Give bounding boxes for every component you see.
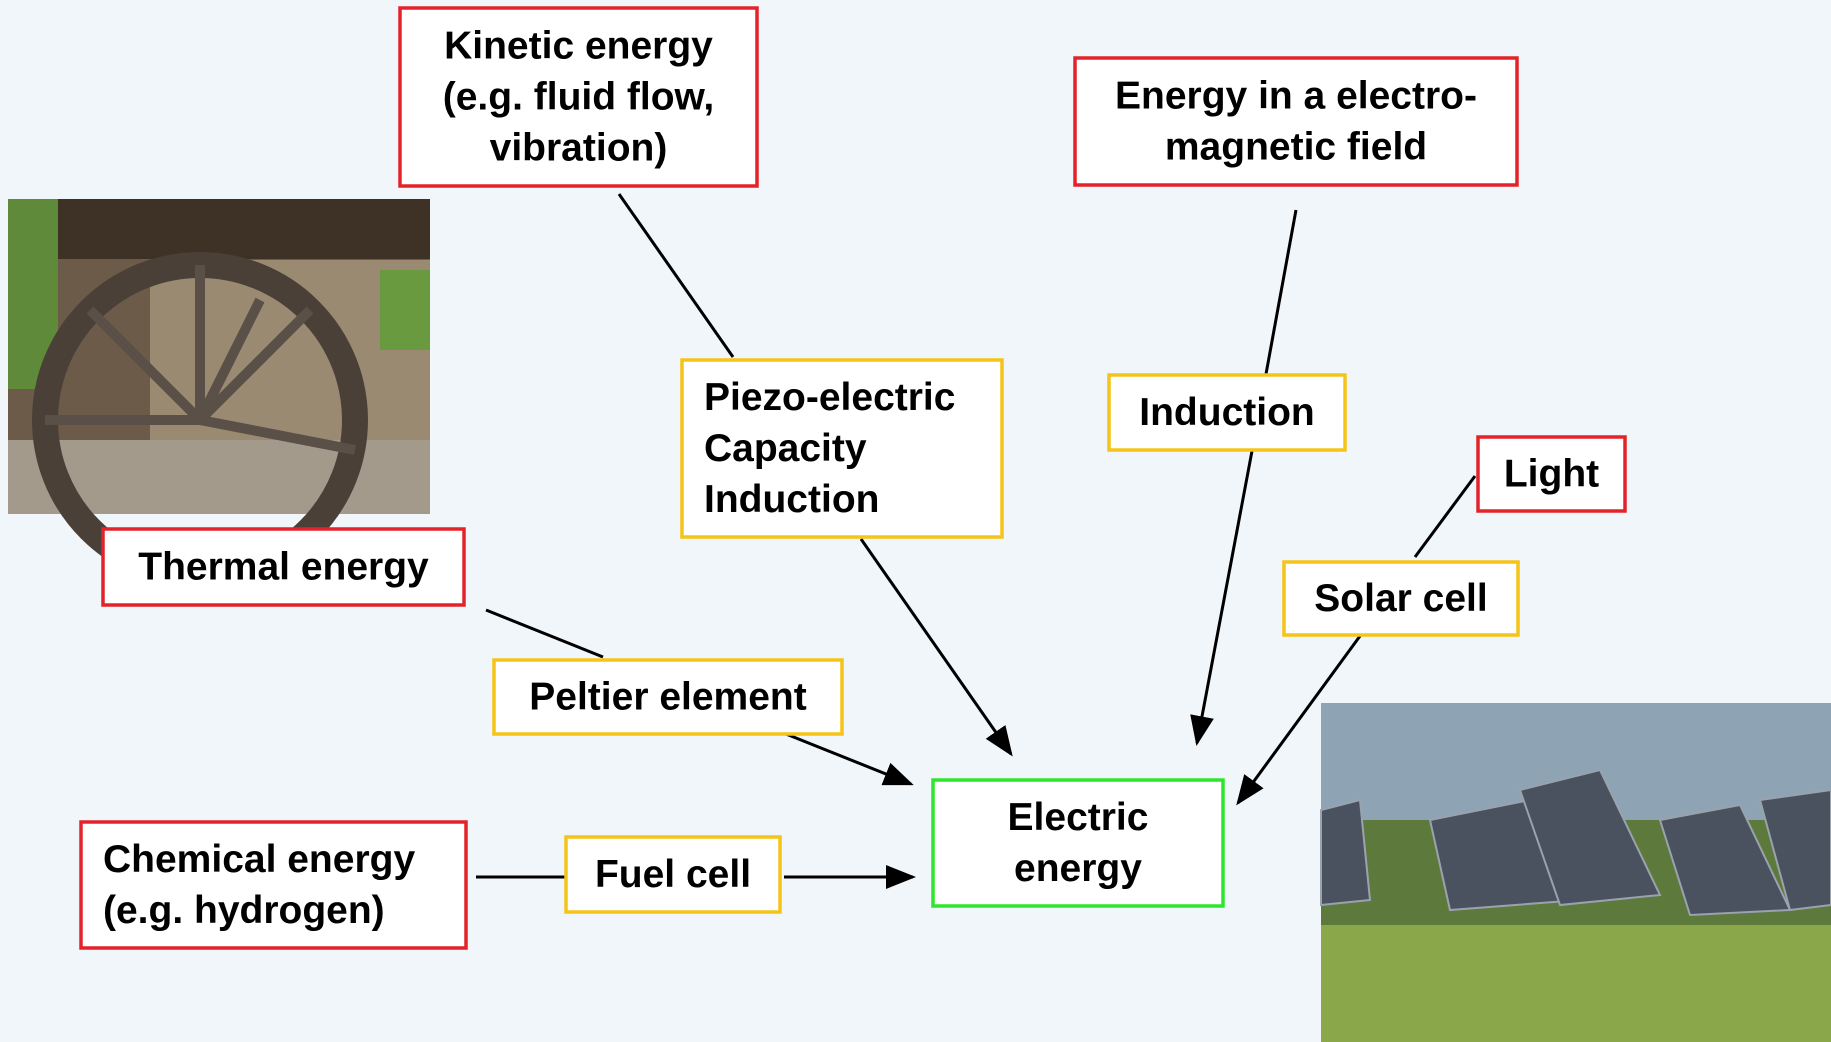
node-label: Induction (1139, 391, 1314, 434)
node-box (492, 658, 844, 736)
node-box (931, 778, 1225, 908)
node-label: Peltier element (529, 675, 806, 718)
water-wheel-photo (8, 199, 430, 588)
node-label: Induction (704, 478, 879, 521)
node-label: Kinetic energy (444, 24, 713, 67)
node-box (79, 820, 468, 950)
node-box (564, 835, 782, 914)
solar-field-photo (1320, 703, 1831, 1042)
node-box (101, 527, 466, 607)
node-label: Chemical energy (103, 838, 415, 881)
node-label: Piezo-electric (704, 376, 955, 419)
node-label: Light (1504, 452, 1599, 495)
node-label: Fuel cell (595, 853, 751, 896)
node-label: Electric (1008, 796, 1149, 839)
node-label: Thermal energy (138, 545, 429, 588)
node-box (398, 6, 759, 188)
node-label: (e.g. hydrogen) (103, 889, 385, 932)
node-box (1282, 560, 1520, 637)
node-label: magnetic field (1165, 125, 1427, 168)
node-label: vibration) (490, 126, 668, 169)
connectors (476, 193, 1477, 889)
node-box (1476, 435, 1627, 513)
node-label: energy (1014, 847, 1142, 890)
node-box (1073, 56, 1519, 187)
node-box (1107, 373, 1347, 452)
node-label: Energy in a electro- (1115, 74, 1477, 117)
node-label: (e.g. fluid flow, (443, 75, 715, 118)
node-box (680, 358, 1004, 539)
node-label: Capacity (704, 427, 867, 470)
node-label: Solar cell (1314, 577, 1487, 620)
